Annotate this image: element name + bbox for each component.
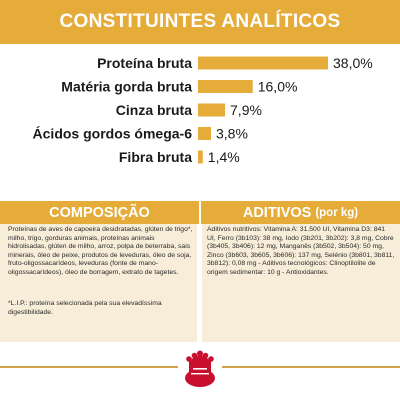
composition-header: COMPOSIÇÃO bbox=[0, 201, 199, 224]
category-label: Fibra bruta bbox=[119, 149, 192, 165]
additives-title: ADITIVOS bbox=[242, 204, 312, 221]
category-label: Proteína bruta bbox=[97, 55, 192, 71]
footer-divider-right bbox=[222, 366, 400, 368]
value-bar bbox=[198, 80, 253, 93]
constituents-bar-chart: Proteína bruta 38,0% Matéria gorda bruta 16… bbox=[33, 55, 373, 165]
analytical-constituents-title: CONSTITUINTES ANALÍTICOS bbox=[59, 11, 341, 32]
value-label: 16,0% bbox=[258, 79, 298, 95]
composition-panel bbox=[0, 224, 197, 342]
value-bar bbox=[198, 150, 203, 164]
category-label: Matéria gorda bruta bbox=[61, 79, 192, 95]
value-label: 1,4% bbox=[208, 149, 240, 165]
additives-text: Aditivos nutritivos: Vitamina A: 31.500 … bbox=[207, 226, 395, 276]
value-bar bbox=[198, 103, 226, 117]
additives-panel bbox=[202, 224, 400, 342]
composition-note: *L.I.P.: proteína selecionada pela sua e… bbox=[8, 300, 162, 316]
composition-text: Proteínas de aves de capoeira desidratad… bbox=[8, 226, 193, 276]
value-bar bbox=[198, 56, 328, 70]
additives-header: ADITIVOS (por kg) bbox=[201, 201, 400, 224]
footer-divider-left bbox=[0, 366, 178, 368]
royal-canin-crown-icon bbox=[181, 349, 219, 387]
value-label: 7,9% bbox=[230, 102, 262, 118]
value-label: 38,0% bbox=[333, 55, 373, 71]
analytical-constituents-header: CONSTITUINTES ANALÍTICOS bbox=[0, 0, 400, 44]
category-label: Cinza bruta bbox=[116, 102, 192, 118]
value-bar bbox=[198, 127, 211, 140]
additives-unit: (por kg) bbox=[315, 206, 359, 219]
value-label: 3,8% bbox=[216, 126, 248, 142]
composition-title: COMPOSIÇÃO bbox=[49, 204, 150, 221]
category-label: Ácidos gordos ómega-6 bbox=[33, 126, 193, 142]
